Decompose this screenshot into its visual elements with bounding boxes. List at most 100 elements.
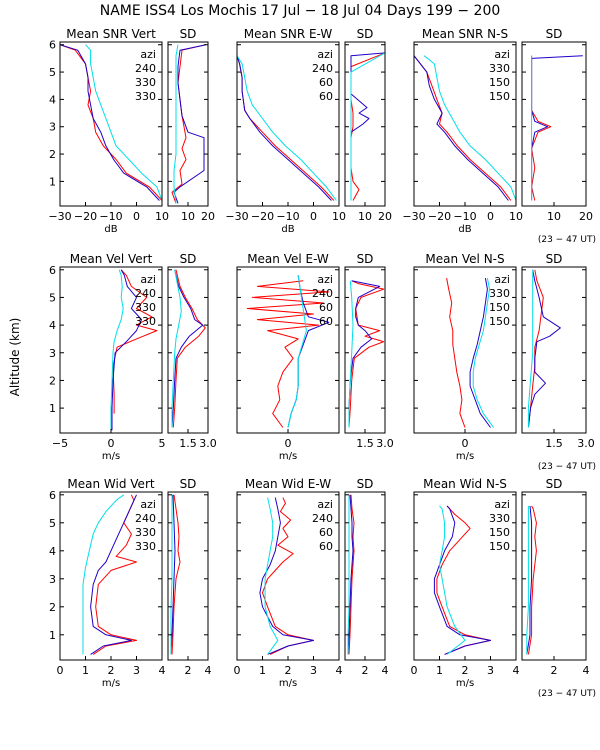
x-tick-label: 4 [336, 664, 343, 677]
series-line-red [262, 497, 314, 655]
series-line-red [414, 55, 512, 201]
panel-1-1: SD 1.5 3.0 [167, 252, 217, 450]
panel-frame [521, 266, 587, 434]
x-tick-label: 0 [57, 664, 64, 677]
legend-entry: 330 [135, 540, 156, 553]
x-tick-label: 3 [487, 664, 494, 677]
x-tick-label: 20 [579, 210, 593, 223]
series-line-blue [90, 494, 137, 655]
x-tick-label: 0 [285, 437, 292, 450]
series-line-cyan [526, 506, 529, 655]
x-tick-label: 3.0 [199, 437, 217, 450]
x-tick-label: 10 [358, 210, 372, 223]
x-tick-label: −20 [74, 210, 97, 223]
legend-entry: 60 [319, 315, 333, 328]
figure-title: NAME ISS4 Los Mochis 17 Jul − 18 Jul 04 … [100, 3, 501, 19]
legend-heading: azi [494, 273, 510, 286]
x-tick-label: 2 [362, 664, 369, 677]
x-tick-label: 2 [185, 664, 192, 677]
legend-heading: azi [494, 498, 510, 511]
series-line-cyan [82, 494, 125, 655]
legend-entry: 240 [135, 287, 156, 300]
x-tick-label: 0 [462, 437, 469, 450]
panel-title: SD [546, 27, 563, 41]
y-tick-label: 2 [49, 601, 56, 614]
x-tick-label: 3.0 [577, 437, 595, 450]
x-tick-label: −20 [251, 210, 274, 223]
x-tick-label: 1.5 [356, 437, 374, 450]
series-line-cyan [173, 44, 179, 204]
series-line-blue [60, 44, 160, 201]
panel-title: Mean Wid E-W [245, 477, 331, 491]
series-line-blue [348, 280, 381, 428]
y-tick-label: 6 [49, 489, 56, 502]
series-line-cyan [350, 52, 385, 201]
time-range-note: (23 − 47 UT) [538, 689, 596, 699]
y-tick-label: 5 [49, 517, 56, 530]
x-tick-label: 10 [547, 210, 561, 223]
x-tick-label: 1 [436, 664, 443, 677]
x-tick-label: 4 [382, 664, 389, 677]
legend-heading: azi [317, 498, 333, 511]
panel-1-5: SD 1.5 3.0 [521, 252, 595, 450]
legend-entry: 60 [319, 76, 333, 89]
x-axis-label: dB [458, 224, 471, 235]
x-tick-label: −30 [48, 210, 71, 223]
panel-title: Mean Vel Vert [70, 252, 153, 266]
legend-entry: 60 [319, 526, 333, 539]
panel-title: SD [546, 477, 563, 491]
legend-entry: 330 [135, 90, 156, 103]
x-tick-label: 10 [155, 210, 169, 223]
x-tick-label: 1 [82, 664, 89, 677]
legend-entry: 330 [135, 301, 156, 314]
x-tick-label: 0 [234, 664, 241, 677]
x-axis-label: dB [281, 224, 294, 235]
x-axis-label: m/s [456, 451, 474, 462]
panel-title: SD [357, 477, 374, 491]
x-tick-label: 1 [259, 664, 266, 677]
x-tick-label: −10 [99, 210, 122, 223]
x-tick-label: 3 [133, 664, 140, 677]
y-tick-label: 4 [49, 93, 56, 106]
panel-title: Mean Wid N-S [423, 477, 507, 491]
x-tick-label: 10 [332, 210, 346, 223]
series-line-cyan [85, 44, 162, 201]
panel-title: SD [357, 27, 374, 41]
series-line-blue [350, 52, 385, 201]
x-tick-label: 4 [583, 664, 590, 677]
y-tick-label: 3 [49, 573, 56, 586]
series-line-cyan [264, 497, 279, 655]
legend-entry: 60 [319, 540, 333, 553]
x-tick-label: 20 [378, 210, 392, 223]
legend-entry: 150 [489, 76, 510, 89]
series-line-red [531, 55, 552, 201]
x-axis-label: m/s [102, 451, 120, 462]
series-line-blue [469, 278, 491, 428]
series-line-cyan [527, 269, 534, 428]
legend-entry: 240 [312, 62, 333, 75]
legend-heading: azi [140, 273, 156, 286]
series-line-blue [526, 505, 533, 655]
series-line-cyan [439, 505, 466, 655]
x-tick-label: 4 [205, 664, 212, 677]
legend-entry: 330 [135, 526, 156, 539]
panel-title: SD [180, 27, 197, 41]
x-tick-label: 2 [285, 664, 292, 677]
x-tick-label: −5 [52, 437, 68, 450]
y-tick-label: 2 [49, 374, 56, 387]
x-tick-label: 0 [133, 210, 140, 223]
legend-heading: azi [140, 48, 156, 61]
panel-2-5: SD 2 4 [521, 477, 590, 677]
series-line-cyan [348, 280, 354, 428]
x-tick-label: 20 [201, 210, 215, 223]
legend-entry: 150 [489, 301, 510, 314]
x-tick-label: 0 [411, 664, 418, 677]
series-line-red [350, 52, 385, 201]
